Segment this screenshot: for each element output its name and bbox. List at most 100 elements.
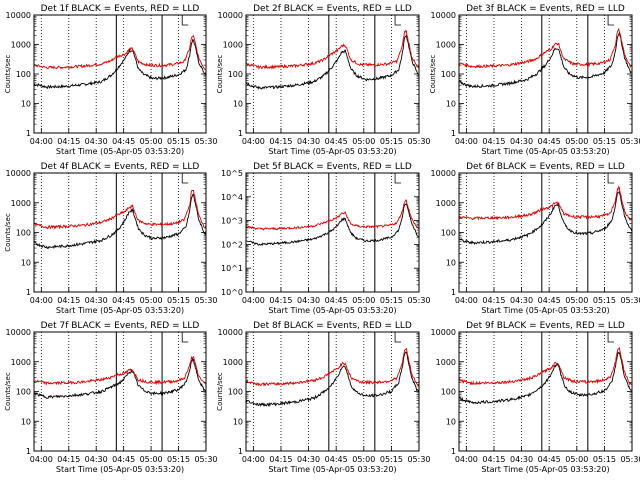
x-axis-label: Start Time (05-Apr-05 03:53:20) — [268, 147, 396, 156]
x-tick-label: 04:30 — [297, 296, 320, 305]
y-axis-label: Counts/sec — [216, 55, 224, 94]
x-axis-label: Start Time (05-Apr-05 03:53:20) — [268, 465, 396, 474]
series-line-lld — [458, 346, 632, 386]
y-tick-label: 10000 — [6, 328, 31, 337]
x-tick-label: 04:15 — [57, 296, 80, 305]
y-tick-label: 10^4 — [221, 193, 243, 202]
y-tick-label: 10 — [446, 100, 456, 109]
x-tick-label: 05:15 — [593, 137, 616, 146]
x-tick-label: 04:00 — [455, 296, 478, 305]
x-tick-label: 04:00 — [455, 137, 478, 146]
x-tick-label: 04:00 — [30, 455, 53, 464]
flag-marker — [181, 332, 189, 343]
x-tick-label: 04:30 — [85, 137, 108, 146]
panel-title: Det 4f BLACK = Events, RED = LLD — [41, 162, 200, 172]
x-tick-label: 04:30 — [297, 455, 320, 464]
x-tick-label: 04:30 — [510, 137, 533, 146]
y-tick-label: 10 — [233, 417, 243, 426]
plot-frame — [458, 14, 633, 134]
panel-title: Det 8f BLACK = Events, RED = LLD — [253, 321, 412, 331]
series-line-lld — [458, 185, 632, 221]
series-line-events — [458, 190, 633, 246]
x-tick-label: 04:30 — [85, 296, 108, 305]
y-tick-label: 100 — [16, 229, 31, 238]
x-tick-label: 05:30 — [407, 296, 430, 305]
series-line-lld — [245, 29, 420, 70]
x-tick-label: 04:45 — [325, 455, 348, 464]
panel-det-3: Det 3f BLACK = Events, RED = LLD 1 10 100 10… — [429, 4, 640, 156]
x-tick-label: 05:15 — [593, 455, 616, 464]
x-tick-label: 05:30 — [620, 455, 640, 464]
plot-frame — [458, 172, 633, 293]
x-tick-label: 04:00 — [242, 296, 265, 305]
y-axis-label: Counts/sec — [216, 372, 224, 411]
x-tick-label: 04:45 — [325, 137, 348, 146]
x-tick-label: 04:15 — [482, 137, 505, 146]
x-tick-label: 04:00 — [455, 455, 478, 464]
y-tick-label: 100 — [441, 229, 456, 238]
x-tick-label: 05:15 — [167, 137, 190, 146]
x-tick-label: 05:00 — [352, 296, 375, 305]
x-tick-label: 04:45 — [538, 137, 561, 146]
series-line-lld — [33, 355, 206, 386]
y-tick-label: 10 — [21, 417, 31, 426]
x-tick-label: 04:15 — [269, 296, 292, 305]
y-tick-label: 1 — [26, 129, 31, 138]
y-axis-label: Counts/sec — [4, 372, 12, 411]
plot-frame — [245, 331, 420, 452]
x-tick-label: 05:00 — [565, 137, 588, 146]
y-tick-label: 100 — [228, 388, 243, 397]
panel-title: Det 1f BLACK = Events, RED = LLD — [41, 4, 200, 14]
y-tick-label: 10000 — [6, 11, 31, 20]
y-tick-label: 10000 — [218, 11, 243, 20]
x-tick-label: 04:15 — [57, 455, 80, 464]
y-tick-label: 100 — [228, 70, 243, 79]
y-tick-label: 1 — [26, 288, 31, 297]
series-line-lld — [458, 27, 632, 69]
y-tick-label: 1000 — [223, 358, 243, 367]
x-tick-label: 04:30 — [85, 455, 108, 464]
y-tick-label: 10000 — [431, 328, 456, 337]
plot-frame — [245, 172, 420, 293]
x-tick-label: 05:30 — [407, 137, 430, 146]
panel-title: Det 5f BLACK = Events, RED = LLD — [253, 162, 412, 172]
x-tick-label: 05:00 — [352, 455, 375, 464]
x-axis-label: Start Time (05-Apr-05 03:53:20) — [56, 306, 184, 315]
y-tick-label: 1 — [26, 447, 31, 456]
x-tick-label: 04:00 — [30, 137, 53, 146]
y-tick-label: 10 — [446, 258, 456, 267]
plot-frame — [245, 14, 420, 134]
y-tick-label: 1 — [451, 129, 456, 138]
y-tick-label: 10000 — [218, 328, 243, 337]
series-line-events — [458, 31, 632, 89]
x-tick-label: 04:15 — [57, 137, 80, 146]
x-tick-label: 05:15 — [167, 455, 190, 464]
panel-det-6: Det 6f BLACK = Events, RED = LLD 1 10 100 10… — [431, 162, 640, 315]
x-tick-label: 04:45 — [325, 296, 348, 305]
y-tick-label: 10^1 — [221, 264, 243, 273]
x-tick-label: 05:00 — [140, 455, 163, 464]
flag-marker — [607, 173, 615, 184]
y-tick-label: 10 — [21, 258, 31, 267]
x-tick-label: 04:30 — [297, 137, 320, 146]
x-tick-label: 05:00 — [140, 296, 163, 305]
x-tick-label: 05:30 — [407, 455, 430, 464]
panel-title: Det 3f BLACK = Events, RED = LLD — [466, 4, 625, 14]
y-tick-label: 100 — [441, 70, 456, 79]
flag-marker — [394, 332, 402, 343]
x-tick-label: 04:45 — [112, 137, 135, 146]
y-tick-label: 100 — [16, 70, 31, 79]
x-tick-label: 04:15 — [482, 455, 505, 464]
x-tick-label: 05:30 — [194, 455, 217, 464]
x-tick-label: 05:00 — [352, 137, 375, 146]
y-tick-label: 10^2 — [221, 240, 243, 249]
panel-det-2: Det 2f BLACK = Events, RED = LLD 1 10 100 10… — [216, 4, 431, 156]
y-tick-label: 10000 — [431, 169, 456, 178]
x-tick-label: 05:15 — [380, 455, 403, 464]
y-tick-label: 1000 — [11, 358, 31, 367]
x-tick-label: 05:30 — [194, 296, 217, 305]
y-tick-label: 1000 — [223, 41, 243, 50]
y-tick-label: 10 — [21, 100, 31, 109]
panel-det-5: Det 5f BLACK = Events, RED = LLD 10^0 10^1… — [221, 162, 431, 315]
x-tick-label: 04:15 — [269, 455, 292, 464]
